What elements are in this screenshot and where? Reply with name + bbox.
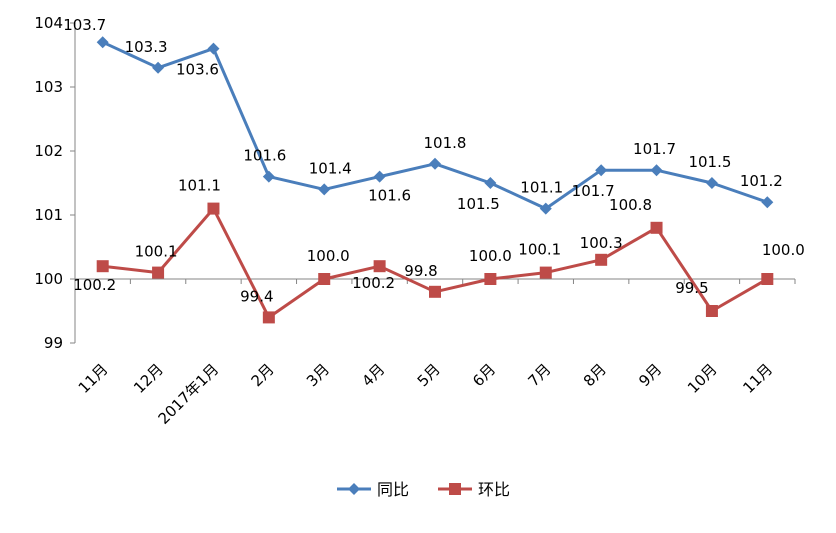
data-label: 100.2 (73, 276, 116, 294)
data-label: 100.2 (352, 274, 395, 292)
data-point-marker (373, 170, 386, 183)
data-label: 101.5 (688, 153, 731, 171)
data-point-marker (650, 221, 663, 234)
data-label: 103.3 (125, 38, 168, 56)
legend-marker (348, 483, 360, 495)
x-tick-label: 8月 (580, 360, 610, 390)
data-point-marker (484, 177, 497, 189)
data-point-marker (484, 273, 497, 285)
y-tick-label: 102 (34, 142, 63, 160)
x-tick-label: 7月 (525, 360, 555, 390)
y-tick-label: 100 (34, 270, 63, 288)
data-point-marker (705, 305, 718, 317)
y-tick-label: 101 (34, 206, 63, 224)
x-tick-label: 11月 (739, 360, 776, 397)
legend: 同比 环比 (337, 480, 510, 499)
data-label: 103.7 (63, 16, 106, 34)
data-label: 99.5 (675, 279, 708, 297)
data-label: 100.1 (135, 243, 178, 261)
y-tick-label: 104 (34, 14, 63, 32)
x-tick-label: 2月 (248, 360, 278, 390)
data-point-marker (429, 285, 441, 298)
y-tick-label: 99 (44, 334, 63, 352)
data-point-marker (429, 157, 441, 170)
series-markers (96, 36, 774, 324)
x-tick-label: 9月 (635, 360, 665, 390)
x-tick-label: 5月 (414, 360, 444, 390)
legend-label: 同比 (377, 480, 409, 499)
data-label: 99.8 (404, 262, 437, 280)
data-label: 103.6 (176, 61, 219, 79)
data-label: 101.7 (633, 140, 676, 158)
data-point-marker (152, 266, 165, 279)
data-point-marker (318, 273, 331, 285)
x-tick-label: 6月 (469, 360, 499, 390)
x-tick-label: 4月 (358, 360, 388, 390)
data-point-marker (539, 266, 552, 279)
data-label: 101.4 (309, 159, 352, 177)
x-tick-label: 3月 (303, 360, 333, 390)
x-tick-label: 2017年1月 (155, 360, 223, 428)
data-label: 100.1 (518, 241, 561, 259)
data-label: 99.4 (240, 287, 273, 305)
data-label: 100.0 (762, 241, 805, 259)
data-label: 100.3 (580, 234, 623, 252)
data-point-marker (595, 253, 608, 266)
y-tick-label: 103 (34, 78, 63, 96)
data-point-marker (318, 183, 331, 196)
data-label: 100.0 (469, 247, 512, 265)
data-point-marker (539, 202, 552, 215)
x-tick-label: 12月 (130, 360, 167, 397)
data-label: 101.5 (457, 195, 500, 213)
data-point-marker (96, 36, 109, 49)
data-point-marker (761, 273, 774, 285)
data-label: 101.7 (572, 182, 615, 200)
data-label: 101.1 (520, 179, 563, 197)
x-tick-label: 10月 (684, 360, 721, 397)
data-label: 100.8 (609, 196, 652, 214)
data-point-marker (152, 61, 165, 74)
data-point-marker (595, 164, 608, 177)
data-label: 101.6 (368, 187, 411, 205)
data-point-marker (96, 260, 109, 273)
data-labels: 103.7 103.3 103.6 101.6 101.4 101.6 101.8 101.5… (63, 16, 805, 305)
data-point-marker (262, 170, 275, 183)
data-label: 101.1 (178, 177, 221, 195)
legend-label: 环比 (478, 480, 510, 499)
data-point-marker (207, 202, 220, 215)
data-point-marker (373, 260, 386, 273)
data-point-marker (761, 196, 774, 209)
data-point-marker (207, 42, 220, 55)
data-point-marker (650, 164, 663, 177)
x-tick-label: 11月 (75, 360, 112, 397)
data-label: 101.2 (740, 172, 783, 190)
legend-marker (449, 483, 461, 495)
data-point-marker (705, 177, 718, 189)
data-label: 101.8 (424, 134, 467, 152)
data-label: 100.0 (307, 247, 350, 265)
data-point-marker (262, 311, 275, 324)
data-label: 101.6 (243, 147, 286, 165)
